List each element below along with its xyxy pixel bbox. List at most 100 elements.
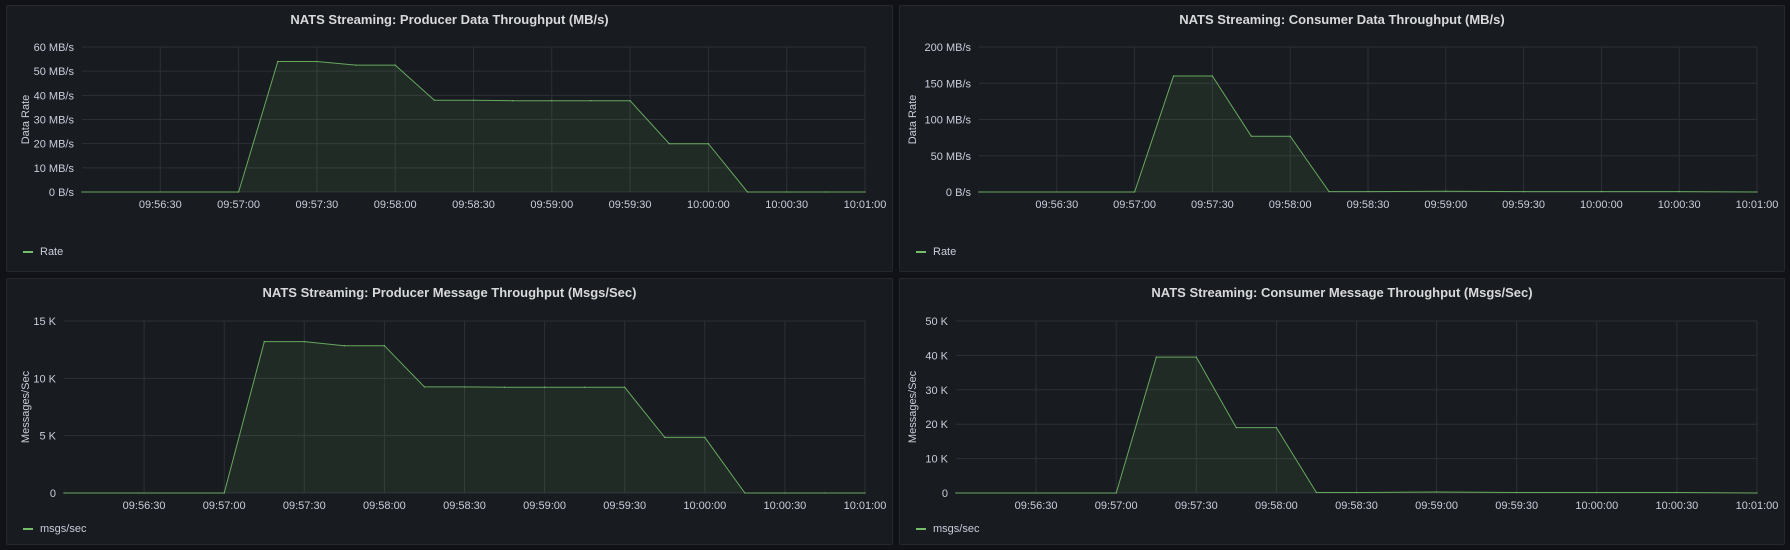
x-tick-label: 10:00:00 (1575, 500, 1618, 512)
legend-item[interactable]: Rate (23, 246, 63, 258)
legend-swatch (23, 251, 33, 253)
y-tick-label: 10 MB/s (34, 163, 75, 175)
x-tick-label: 09:58:30 (443, 500, 486, 512)
x-tick-label: 10:00:30 (1655, 500, 1698, 512)
data-point (512, 100, 514, 102)
data-point (551, 100, 553, 102)
data-point (629, 100, 631, 102)
x-tick-label: 09:57:00 (1113, 199, 1156, 211)
data-point (1596, 491, 1598, 494)
x-tick-label: 09:58:00 (374, 199, 417, 211)
data-point (1250, 135, 1252, 137)
data-point (81, 191, 83, 193)
x-tick-label: 09:58:00 (1255, 500, 1298, 512)
x-tick-label: 09:57:00 (203, 500, 246, 512)
data-point (1172, 75, 1175, 77)
data-point (624, 386, 626, 388)
data-point (423, 386, 426, 388)
x-tick-label: 09:56:30 (1035, 199, 1078, 211)
data-point (1275, 427, 1277, 429)
y-tick-label: 100 MB/s (925, 115, 972, 127)
y-axis-label: Messages/Sec (907, 370, 919, 443)
x-tick-label: 09:57:00 (217, 199, 260, 211)
y-tick-label: 10 K (33, 373, 56, 385)
data-point (1134, 191, 1136, 193)
data-point (463, 386, 466, 388)
data-point (584, 386, 586, 388)
y-axis-label: Data Rate (20, 95, 32, 145)
data-point (277, 60, 279, 63)
x-tick-label: 09:59:30 (1502, 199, 1545, 211)
y-tick-label: 0 B/s (49, 187, 75, 199)
x-tick-label: 09:56:30 (139, 199, 182, 211)
panel-title[interactable]: NATS Streaming: Consumer Data Throughput… (1179, 12, 1505, 27)
y-tick-label: 150 MB/s (925, 78, 972, 90)
x-tick-label: 10:00:30 (765, 199, 808, 211)
x-tick-label: 09:59:30 (609, 199, 652, 211)
y-tick-label: 200 MB/s (925, 42, 972, 54)
data-point (472, 99, 475, 101)
data-point (1328, 191, 1330, 193)
data-point (744, 492, 746, 494)
data-point (746, 191, 749, 193)
data-point (1436, 491, 1438, 493)
chart-plot: 0 10 K 20 K 30 K 40 K 50 K 09:56:30 09:57:00 09:… (907, 316, 1778, 512)
series-area (979, 76, 1757, 192)
legend-swatch (916, 251, 926, 253)
y-tick-label: 0 B/s (946, 187, 972, 199)
data-point (383, 345, 385, 347)
x-tick-label: 10:00:30 (763, 500, 806, 512)
chart-plot: 0 5 K 10 K 15 K 09:56:30 09:57:00 09:57:30 09:5… (20, 316, 887, 512)
data-point (1115, 492, 1117, 494)
panel-title[interactable]: NATS Streaming: Consumer Message Through… (1151, 285, 1533, 300)
panel-consumer-data-throughput[interactable]: NATS Streaming: Consumer Data Throughput… (899, 5, 1785, 272)
x-tick-label: 10:01:00 (844, 500, 887, 512)
legend-label: Rate (933, 246, 957, 258)
legend-item[interactable]: msgs/sec (916, 523, 979, 535)
x-tick-label: 10:01:00 (844, 199, 887, 211)
data-point (303, 341, 305, 343)
y-tick-label: 20 MB/s (34, 139, 75, 151)
y-tick-label: 20 K (925, 419, 948, 431)
panel-producer-message-throughput[interactable]: NATS Streaming: Producer Message Through… (6, 278, 893, 545)
data-point (1445, 190, 1447, 192)
x-tick-label: 10:01:00 (1736, 199, 1779, 211)
x-tick-label: 09:58:30 (1347, 199, 1390, 211)
data-point (825, 191, 827, 193)
legend-item[interactable]: msgs/sec (23, 523, 86, 535)
data-point (503, 386, 506, 388)
y-tick-label: 40 K (925, 350, 948, 362)
data-point (1678, 191, 1680, 193)
panel-title[interactable]: NATS Streaming: Producer Data Throughput… (290, 12, 609, 27)
y-tick-label: 50 MB/s (34, 66, 75, 78)
x-tick-label: 09:58:30 (452, 199, 495, 211)
x-tick-label: 09:59:30 (603, 500, 646, 512)
x-tick-label: 09:59:00 (1415, 500, 1458, 512)
data-point (1355, 491, 1358, 494)
y-tick-label: 5 K (39, 431, 56, 443)
data-point (63, 492, 65, 494)
data-point (1315, 491, 1318, 494)
data-point (1676, 491, 1678, 494)
data-point (1600, 191, 1602, 193)
x-tick-label: 10:00:00 (687, 199, 730, 211)
data-point (1756, 492, 1758, 494)
x-tick-label: 09:57:30 (283, 500, 326, 512)
data-point (955, 492, 957, 494)
x-tick-label: 09:59:30 (1495, 500, 1538, 512)
y-axis-label: Messages/Sec (20, 370, 32, 443)
y-tick-label: 0 (50, 488, 56, 500)
panel-title[interactable]: NATS Streaming: Producer Message Through… (262, 285, 637, 300)
panel-producer-data-throughput[interactable]: NATS Streaming: Producer Data Throughput… (6, 5, 893, 272)
data-point (355, 64, 357, 66)
y-tick-label: 30 MB/s (34, 115, 75, 127)
x-tick-label: 10:00:30 (1658, 199, 1701, 211)
y-axis-label: Data Rate (907, 95, 919, 145)
legend-item[interactable]: Rate (916, 246, 956, 258)
x-tick-label: 09:58:30 (1335, 500, 1378, 512)
data-point (1155, 356, 1157, 358)
panel-consumer-message-throughput[interactable]: NATS Streaming: Consumer Message Through… (899, 278, 1785, 545)
y-tick-label: 0 (942, 488, 948, 500)
data-point (394, 64, 396, 66)
x-tick-label: 09:58:00 (1269, 199, 1312, 211)
